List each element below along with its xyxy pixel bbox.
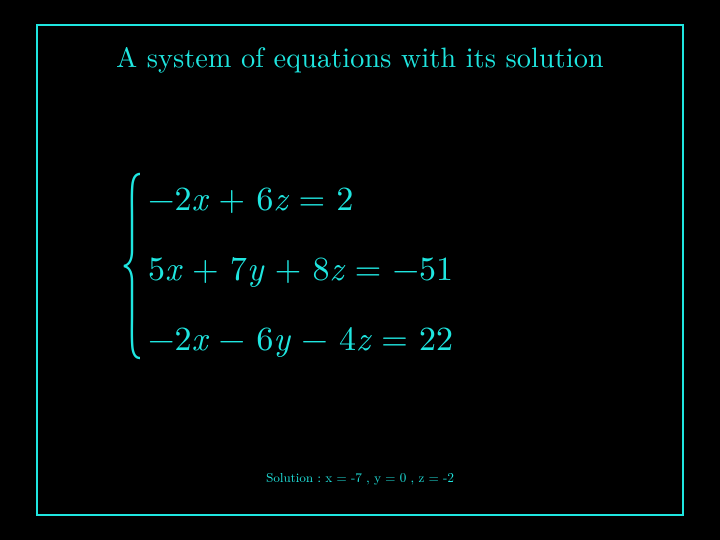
equation-2: 5x + 7y + 8z = −51	[148, 242, 453, 290]
equation-lines: −2x + 6z = 2 5x + 7y + 8z = −51 −2x − 6y…	[144, 172, 453, 360]
equation-3: −2x − 6y − 4z = 22	[148, 312, 453, 360]
solution-line: Solution : x = -7 , y = 0 , z = -2	[0, 467, 720, 486]
left-brace-icon	[120, 172, 144, 360]
equation-system: −2x + 6z = 2 5x + 7y + 8z = −51 −2x − 6y…	[120, 172, 453, 360]
equation-1: −2x + 6z = 2	[148, 172, 453, 220]
slide-title: A system of equations with its solution	[0, 36, 720, 76]
